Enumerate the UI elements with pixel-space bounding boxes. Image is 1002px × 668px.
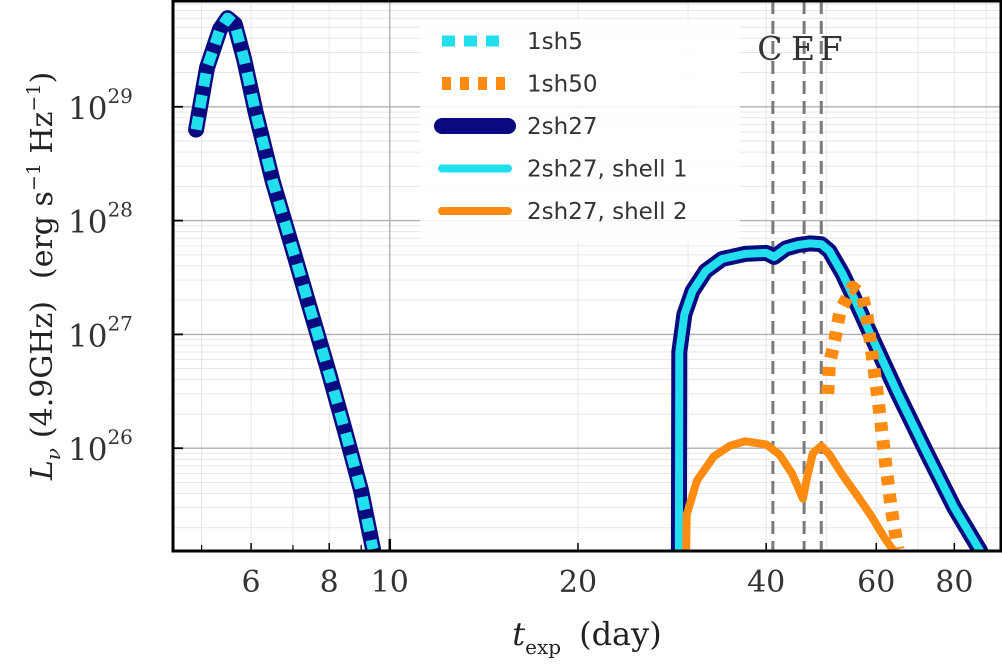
vertical-marker-label: F [820,29,843,68]
x-axis-title: texp (day) [512,615,661,659]
y-tick-label: 1026 [68,425,133,468]
x-tick-label: 6 [242,565,261,600]
series-line-1sh5 [190,12,379,551]
x-tick-label: 10 [371,565,409,600]
x-tick-label: 60 [857,565,895,600]
series-line-1sh50 [821,280,905,551]
vertical-markers [771,1,823,551]
x-tick-labels: 6 8 10 20 40 60 80 [242,565,974,600]
y-tick-label: 1029 [68,84,133,127]
legend-label: 2sh27, shell 2 [527,199,688,225]
vertical-marker-label: E [791,29,815,68]
y-tick-label: 1027 [68,311,133,354]
legend: 1sh5 1sh50 2sh27 2sh27, shell 1 2sh27, shell… [420,20,740,242]
series-group [188,10,989,551]
y-tick-label: 1028 [68,198,133,241]
series-line-2sh27-shell-2 [682,437,898,551]
legend-label: 1sh50 [527,72,597,98]
legend-label: 2sh27 [527,114,597,140]
vertical-marker-label: C [757,29,782,68]
x-tick-label: 40 [747,565,785,600]
x-tick-label: 20 [559,565,597,600]
y-tick-labels: 1026 1027 1028 1029 [68,84,133,468]
legend-label: 1sh5 [527,29,583,55]
x-tick-label: 80 [935,565,973,600]
y-axis-title: Lν(4.9GHz)(erg s−1 Hz−1) [23,72,65,481]
x-tick-label: 8 [320,565,339,600]
legend-label: 2sh27, shell 1 [527,157,688,183]
series-line-2sh27-shell-1 [674,239,985,551]
plot-frame [171,0,1002,553]
